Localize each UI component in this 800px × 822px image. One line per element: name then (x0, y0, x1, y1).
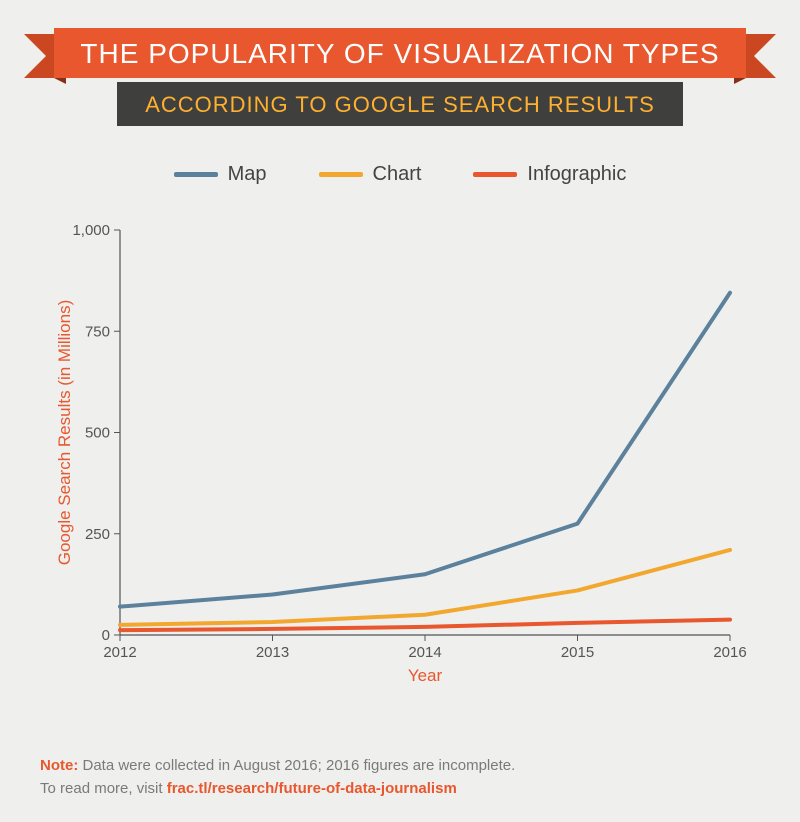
legend-item: Chart (319, 163, 422, 186)
svg-text:2012: 2012 (103, 644, 136, 661)
footer-note: Note: Data were collected in August 2016… (40, 755, 760, 800)
legend-item: Infographic (473, 163, 626, 186)
svg-text:2013: 2013 (256, 644, 289, 661)
legend-swatch (174, 172, 218, 177)
title-ribbon: THE POPULARITY OF VISUALIZATION TYPES (54, 28, 745, 78)
footer-line2-prefix: To read more, visit (40, 780, 167, 797)
series-map (120, 293, 730, 607)
legend-swatch (319, 172, 363, 177)
svg-text:750: 750 (85, 323, 110, 340)
svg-text:1,000: 1,000 (72, 222, 110, 239)
svg-text:500: 500 (85, 425, 110, 442)
legend-label: Map (228, 163, 267, 186)
svg-text:Year: Year (408, 666, 443, 685)
svg-text:Google Search Results (in Mill: Google Search Results (in Millions) (55, 300, 74, 566)
series-chart (120, 550, 730, 625)
svg-text:2016: 2016 (713, 644, 746, 661)
svg-text:250: 250 (85, 526, 110, 543)
legend-label: Infographic (527, 163, 626, 186)
svg-text:2014: 2014 (408, 644, 441, 661)
svg-text:0: 0 (102, 627, 110, 644)
legend: Map Chart Infographic (0, 160, 800, 186)
svg-text:2015: 2015 (561, 644, 594, 661)
line-chart: 0 250 500 750 1,000 2012 2013 2014 2015 2016 Googl… (50, 210, 750, 690)
subtitle-text: ACCORDING TO GOOGLE SEARCH RESULTS (145, 92, 655, 117)
footer-link[interactable]: frac.tl/research/future-of-data-journali… (167, 780, 457, 797)
legend-item: Map (174, 163, 267, 186)
note-label: Note: (40, 757, 78, 774)
note-text: Data were collected in August 2016; 2016… (78, 757, 515, 774)
chart-area: 0 250 500 750 1,000 2012 2013 2014 2015 2016 Googl… (50, 210, 750, 690)
subtitle-bar: ACCORDING TO GOOGLE SEARCH RESULTS (117, 82, 683, 126)
legend-swatch (473, 172, 517, 177)
header: THE POPULARITY OF VISUALIZATION TYPES AC… (0, 0, 800, 126)
title-text: THE POPULARITY OF VISUALIZATION TYPES (80, 38, 719, 69)
legend-label: Chart (373, 163, 422, 186)
